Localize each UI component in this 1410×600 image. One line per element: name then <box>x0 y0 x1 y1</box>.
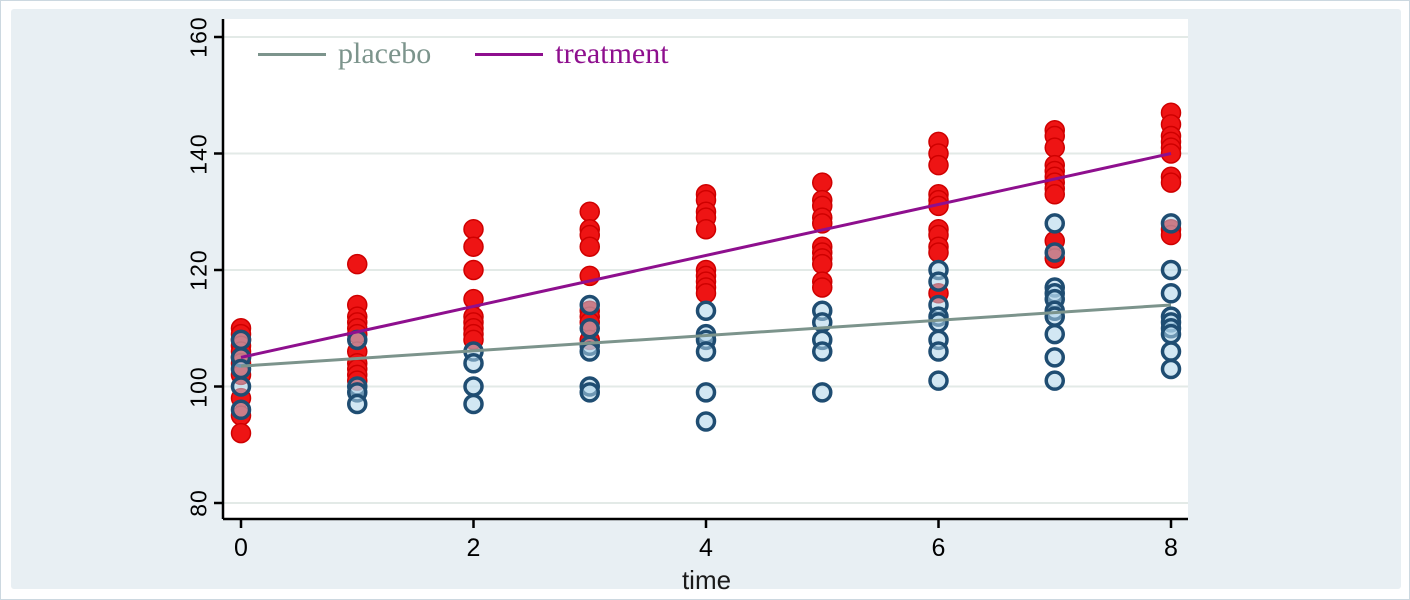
x-tick-label: 6 <box>931 534 946 562</box>
data-point-placebo <box>1160 323 1182 345</box>
data-point-treatment <box>812 172 833 193</box>
data-point-treatment <box>928 242 949 263</box>
data-point-treatment <box>579 236 600 257</box>
data-point-placebo <box>230 358 252 380</box>
x-tick-label: 8 <box>1164 534 1178 562</box>
data-point-treatment <box>463 259 484 281</box>
y-tick-label: 100 <box>185 365 212 408</box>
data-point-placebo <box>1044 213 1065 234</box>
data-point-placebo <box>230 329 252 351</box>
data-point-placebo <box>928 271 949 292</box>
data-point-placebo <box>928 341 949 362</box>
data-point-placebo <box>695 411 717 432</box>
data-point-placebo <box>1160 213 1182 234</box>
x-tick-label: 2 <box>466 534 481 562</box>
data-point-placebo <box>695 341 717 362</box>
data-point-placebo <box>1160 259 1182 281</box>
data-point-placebo <box>928 312 949 333</box>
data-point-treatment <box>1160 172 1182 193</box>
legend-label: placebo <box>338 37 432 70</box>
y-tick-label: 140 <box>185 132 212 175</box>
data-point-placebo <box>928 370 949 391</box>
data-point-placebo <box>1044 242 1065 263</box>
data-point-placebo <box>1160 283 1182 304</box>
data-point-placebo <box>812 382 833 403</box>
data-point-treatment <box>347 253 368 275</box>
data-point-placebo <box>1160 358 1182 380</box>
data-point-placebo <box>579 318 600 339</box>
legend: placebo treatment <box>258 39 669 69</box>
data-point-placebo <box>695 382 717 403</box>
data-point-placebo <box>347 393 368 415</box>
data-point-placebo <box>695 300 717 322</box>
data-point-placebo <box>463 352 484 374</box>
data-point-placebo <box>579 341 600 362</box>
data-point-placebo <box>579 382 600 403</box>
data-point-placebo <box>1044 370 1065 391</box>
legend-item-treatment: treatment <box>475 37 669 70</box>
data-point-placebo <box>1044 306 1065 327</box>
legend-item-placebo: placebo <box>258 39 431 69</box>
data-point-treatment <box>1044 137 1065 158</box>
data-point-treatment <box>230 422 252 444</box>
data-point-treatment <box>928 154 949 176</box>
legend-line-sample <box>475 52 544 56</box>
data-point-treatment <box>463 218 484 240</box>
data-point-placebo <box>579 294 600 316</box>
data-point-placebo <box>1044 347 1065 368</box>
data-point-placebo <box>463 393 484 415</box>
fit-line-treatment <box>240 152 1172 359</box>
data-point-placebo <box>812 341 833 362</box>
x-tick-label: 0 <box>234 534 248 562</box>
data-point-treatment <box>1044 184 1065 205</box>
data-point-placebo <box>230 399 252 421</box>
data-point-treatment <box>579 201 600 222</box>
plot-svg <box>214 19 1188 528</box>
data-point-treatment <box>812 277 833 298</box>
data-point-treatment <box>463 236 484 257</box>
data-point-treatment <box>695 218 717 240</box>
y-tick-label: 120 <box>185 249 212 291</box>
data-point-placebo <box>1160 341 1182 362</box>
x-axis-title: time <box>681 565 732 595</box>
legend-line-sample <box>258 52 326 56</box>
data-point-placebo <box>230 376 252 397</box>
graph-region: 80 100 120 140 160 0 2 4 6 8 placebo treatment tim… <box>11 9 1401 595</box>
fit-line-placebo <box>240 303 1172 368</box>
y-tick-label: 160 <box>185 16 212 58</box>
x-tick-label: 4 <box>699 534 713 562</box>
y-tick-label: 80 <box>185 489 212 517</box>
data-point-placebo <box>463 376 484 397</box>
data-point-treatment <box>812 253 833 275</box>
data-point-placebo <box>1044 323 1065 345</box>
legend-label: treatment <box>555 37 669 70</box>
data-point-treatment <box>695 283 717 304</box>
